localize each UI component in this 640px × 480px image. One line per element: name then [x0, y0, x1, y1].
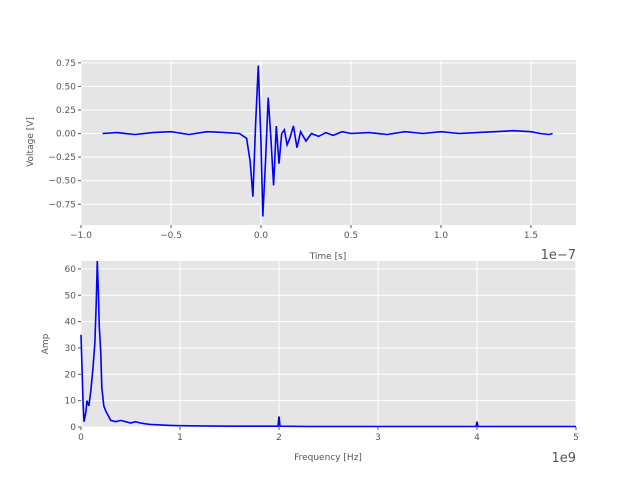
x-tick-label: 2 [276, 433, 282, 443]
voltage-series-line [102, 65, 553, 217]
x-tick-label: 0.5 [344, 231, 358, 241]
time-x-axis-label: Time [s] [309, 252, 347, 262]
y-tick-label: −0.50 [48, 177, 76, 187]
time-y-ticks: −0.75 −0.50 −0.25 0.00 0.25 0.50 0.75 [48, 59, 81, 210]
frequency-x-ticks: 0 1 2 3 4 5 [78, 427, 579, 443]
y-tick-label: 0.00 [56, 130, 76, 140]
y-tick-label: 0.75 [56, 59, 76, 69]
y-tick-label: 50 [65, 291, 77, 301]
y-tick-label: 40 [65, 318, 77, 328]
time-plot-grid [80, 60, 576, 225]
y-tick-label: 60 [65, 265, 77, 275]
y-tick-label: 30 [65, 344, 77, 354]
x-tick-label: 3 [375, 433, 381, 443]
time-plot-area [81, 60, 576, 225]
amplitude-series-line [80, 260, 576, 428]
x-tick-label: 0.0 [254, 231, 269, 241]
y-tick-label: 0.50 [56, 82, 76, 92]
y-tick-label: 10 [65, 397, 77, 407]
y-tick-label: 0 [70, 423, 76, 433]
frequency-y-axis-label: Amp [41, 333, 51, 354]
x-tick-label: 1.0 [434, 231, 449, 241]
x-tick-label: 5 [573, 433, 579, 443]
x-tick-label: −0.5 [160, 231, 182, 241]
frequency-x-offset-text: 1e9 [551, 451, 576, 466]
frequency-x-axis-label: Frequency [Hz] [294, 453, 362, 463]
time-x-ticks: −1.0 −0.5 0.0 0.5 1.0 1.5 [70, 225, 538, 241]
x-tick-label: 0 [78, 433, 84, 443]
frequency-plot-area [81, 261, 576, 427]
y-tick-label: −0.25 [48, 153, 76, 163]
x-tick-label: 4 [474, 433, 480, 443]
time-x-offset-text: 1e−7 [541, 248, 576, 263]
y-tick-label: 0.25 [56, 106, 76, 116]
x-tick-label: 1.5 [524, 231, 538, 241]
time-domain-plot: −1.0 −0.5 0.0 0.5 1.0 1.5 −0.75 −0.50 −0.25 0.00… [26, 59, 576, 263]
frequency-y-ticks: 0 10 20 30 40 50 60 [65, 265, 81, 433]
y-tick-label: −0.75 [48, 200, 76, 210]
x-tick-label: 1 [177, 433, 183, 443]
y-tick-label: 20 [65, 370, 77, 380]
x-tick-label: −1.0 [70, 231, 92, 241]
time-y-axis-label: Voltage [V] [26, 117, 36, 167]
